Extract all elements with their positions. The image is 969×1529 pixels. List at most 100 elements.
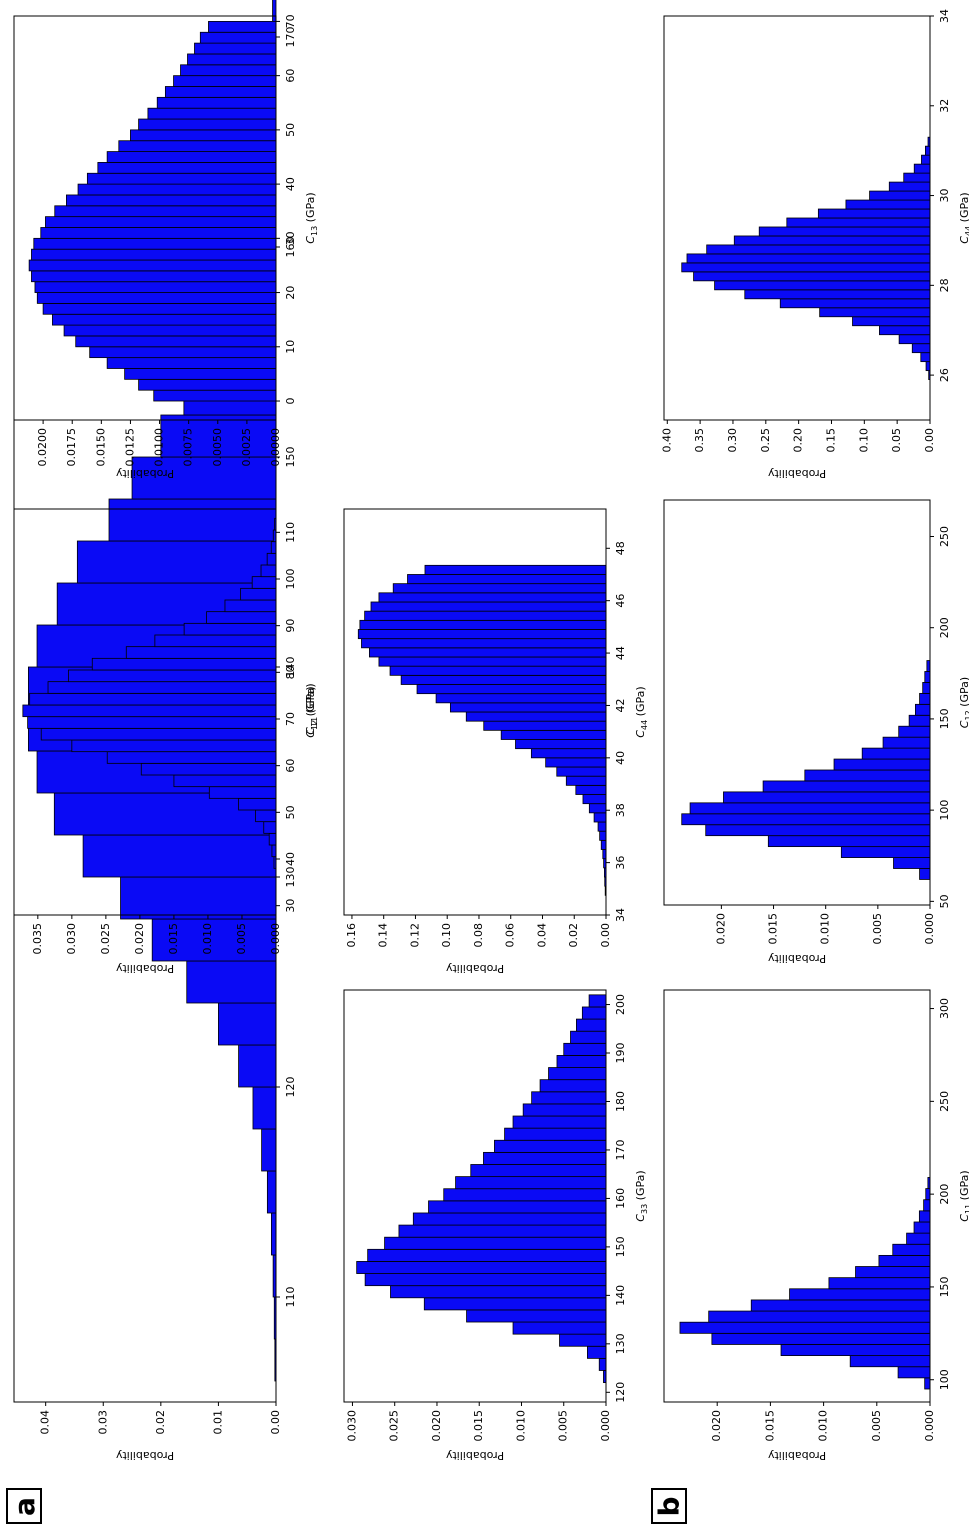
x-tick-label: 46 [614,594,627,608]
x-tick-label: 200 [938,1184,951,1205]
histogram-bar [483,1151,607,1165]
x-tick-label: 120 [284,1077,297,1098]
histogram-bar [804,769,931,782]
y-tick-label: 0.020 [714,913,727,945]
y-tick-label: 0.005 [235,923,248,955]
y-tick-label: 0.06 [504,923,517,948]
y-tick-label: 0.15 [824,428,837,453]
x-tick-label: 50 [284,805,297,819]
x-tick-label: 40 [284,852,297,866]
histogram-bar [118,140,277,152]
y-tick-label: 0.005 [871,913,884,945]
histogram-bar [789,1288,931,1301]
histogram-bar [224,599,277,613]
histogram-bar [919,868,931,880]
histogram-bar [922,682,931,694]
histogram-bar [723,791,931,804]
panel-label-a: a [6,1488,42,1524]
x-tick-label: 250 [938,526,951,547]
histogram-bar [588,994,607,1008]
x-tick-label: 80 [284,665,297,679]
histogram-bar [681,813,931,826]
histogram-bar [261,1128,277,1172]
chart-a2: 30 40 50 60 70 80 90 100 110 0.000 0.005 0.010 0.015… [13,508,319,975]
histogram-bar [869,190,931,201]
histogram-bar [255,809,277,823]
histogram-bar [186,960,277,1004]
x-tick-label: 70 [284,712,297,726]
histogram-bar [164,86,277,98]
histogram-bar [565,775,607,786]
histogram-bar [156,96,277,109]
histogram-bar [423,1297,607,1311]
histogram-bar [151,918,277,962]
histogram-bar [861,747,931,760]
panel-label-a-text: a [7,1496,41,1516]
histogram-bar [500,729,607,740]
histogram-bar [575,784,607,795]
histogram-bar [924,1377,931,1390]
histogram-bar [587,1345,607,1359]
x-tick-label: 70 [284,14,297,28]
x-tick-label: 30 [938,189,951,203]
y-tick-label: 0.03 [96,1410,109,1435]
y-tick-label: 0.20 [792,428,805,453]
y-tick-label: 0.0100 [153,428,166,467]
plot-frame [663,989,931,1403]
histogram-bar [576,1018,607,1032]
y-tick-label: 0.000 [923,1410,936,1442]
x-tick-label: 30 [284,231,297,245]
histogram-bar [270,541,277,554]
histogram-bar [556,766,607,777]
x-axis-label: C12 (GPa) [958,677,969,728]
histogram-bar [140,762,277,776]
histogram-bar [750,1299,931,1312]
y-axis-label: Probability [115,962,174,975]
histogram-bar [923,1199,931,1212]
histogram-bar [180,64,277,77]
x-tick-label: 150 [938,708,951,729]
histogram-bar [76,540,277,584]
histogram-bar [389,665,607,676]
histogram-bar [762,780,931,793]
histogram-bar [466,1309,607,1323]
histogram-bar [925,361,931,372]
histogram-bar [548,1067,607,1081]
y-tick-label: 0.0200 [36,428,49,467]
chart-a5: 34 36 38 40 42 44 46 48 0.00 0.02 0.04 0.06 0.08 0.10… [343,508,649,975]
histogram-bar [920,352,931,363]
histogram-bar [138,378,277,391]
histogram-bar [531,1091,607,1105]
histogram-bar [138,118,277,131]
histogram-bar [369,647,607,658]
histogram-bar [106,151,277,163]
histogram-bar [173,75,277,87]
histogram-bar [681,262,931,273]
x-tick-label: 120 [614,1382,627,1403]
x-tick-label: 170 [614,1139,627,1160]
histogram-bar [407,574,607,585]
histogram-bar [819,307,931,318]
histogram-bar [893,857,931,869]
x-tick-label: 60 [284,69,297,83]
x-tick-label: 48 [614,541,627,555]
histogram-bar [31,248,277,261]
histogram-bar [882,736,931,749]
histogram-bar [911,343,931,354]
y-tick-label: 0.12 [408,923,421,948]
y-tick-label: 0.000 [269,923,282,955]
histogram-bar [378,592,607,603]
histogram-bar [563,1042,607,1056]
x-tick-label: 150 [614,1236,627,1257]
histogram-bar [530,748,607,759]
histogram-bar [28,259,277,272]
chart-b1: 100 150 200 250 300 0.000 0.005 0.010 0.015 0.020… [663,989,969,1462]
y-tick-label: 0.000 [599,1410,612,1442]
y-tick-label: 0.010 [817,1410,830,1442]
y-tick-label: 0.015 [472,1410,485,1442]
histogram-bar [42,303,277,315]
x-tick-label: 180 [614,1091,627,1112]
histogram-bar [266,552,277,566]
histogram-bar [390,1285,607,1299]
x-tick-label: 26 [938,368,951,382]
